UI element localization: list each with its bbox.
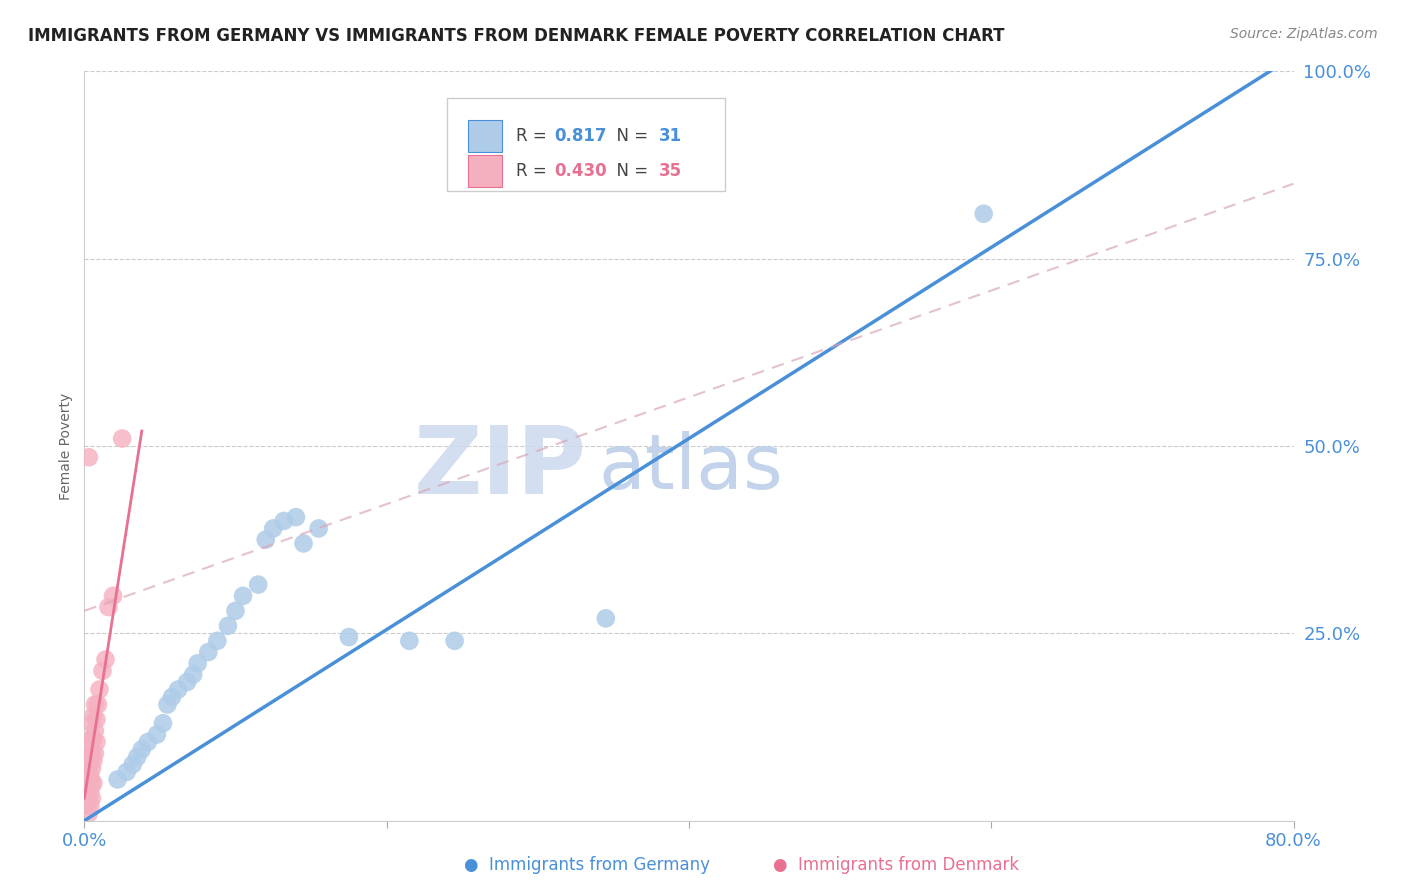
Point xyxy=(167,682,190,697)
Point xyxy=(443,633,465,648)
Bar xyxy=(468,155,502,186)
Point xyxy=(111,432,134,446)
Point xyxy=(292,536,315,550)
Point xyxy=(308,521,330,535)
Point xyxy=(121,757,143,772)
Point xyxy=(76,798,98,813)
Text: 0.430: 0.430 xyxy=(555,162,607,180)
Point xyxy=(97,600,120,615)
Point xyxy=(80,716,103,731)
Point xyxy=(84,698,107,712)
Point xyxy=(89,682,111,697)
Point xyxy=(101,589,124,603)
Point xyxy=(80,731,103,746)
Point xyxy=(80,776,103,790)
Point xyxy=(86,713,108,727)
Point xyxy=(77,757,100,772)
FancyBboxPatch shape xyxy=(447,97,725,191)
Point xyxy=(76,783,98,797)
Point xyxy=(82,731,104,746)
Point xyxy=(973,207,995,221)
Point xyxy=(337,630,360,644)
Point xyxy=(398,633,420,648)
Point xyxy=(80,746,103,760)
Text: atlas: atlas xyxy=(599,432,783,506)
Point xyxy=(187,657,209,671)
Point xyxy=(176,675,198,690)
Point xyxy=(82,754,104,768)
Bar xyxy=(468,120,502,152)
Point xyxy=(82,776,104,790)
Text: IMMIGRANTS FROM GERMANY VS IMMIGRANTS FROM DENMARK FEMALE POVERTY CORRELATION CH: IMMIGRANTS FROM GERMANY VS IMMIGRANTS FR… xyxy=(28,27,1005,45)
Text: 0.817: 0.817 xyxy=(555,127,607,145)
Text: 35: 35 xyxy=(659,162,682,180)
Text: ●  Immigrants from Denmark: ● Immigrants from Denmark xyxy=(773,855,1019,873)
Point xyxy=(77,806,100,821)
Point xyxy=(87,698,110,712)
Point xyxy=(595,611,617,625)
Point xyxy=(207,633,229,648)
Text: 31: 31 xyxy=(659,127,682,145)
Point xyxy=(94,652,117,666)
Point xyxy=(273,514,295,528)
Point xyxy=(254,533,277,547)
Point xyxy=(79,754,101,768)
Point xyxy=(84,723,107,738)
Point xyxy=(82,708,104,723)
Point xyxy=(136,735,159,749)
Point xyxy=(77,750,100,764)
Point xyxy=(84,746,107,760)
Point xyxy=(247,577,270,591)
Text: R =: R = xyxy=(516,127,553,145)
Point xyxy=(79,783,101,797)
Point xyxy=(156,698,179,712)
Point xyxy=(91,664,114,678)
Point xyxy=(225,604,247,618)
Point xyxy=(80,761,103,775)
Point xyxy=(79,769,101,783)
Point xyxy=(79,798,101,813)
Point xyxy=(262,521,284,535)
Point xyxy=(160,690,183,704)
Text: R =: R = xyxy=(516,162,553,180)
Point xyxy=(217,619,239,633)
Point xyxy=(232,589,254,603)
Text: N =: N = xyxy=(606,127,652,145)
Point xyxy=(152,716,174,731)
Point xyxy=(77,772,100,787)
Point xyxy=(115,764,138,779)
Text: Source: ZipAtlas.com: Source: ZipAtlas.com xyxy=(1230,27,1378,41)
Point xyxy=(80,791,103,805)
Point xyxy=(181,667,204,681)
Text: N =: N = xyxy=(606,162,652,180)
Point xyxy=(77,791,100,805)
Point xyxy=(146,727,169,741)
Point xyxy=(127,750,149,764)
Point xyxy=(86,735,108,749)
Text: ZIP: ZIP xyxy=(413,423,586,515)
Text: ●  Immigrants from Germany: ● Immigrants from Germany xyxy=(464,855,710,873)
Point xyxy=(107,772,129,787)
Y-axis label: Female Poverty: Female Poverty xyxy=(59,392,73,500)
Point xyxy=(197,645,219,659)
Point xyxy=(131,742,153,756)
Point xyxy=(77,450,100,465)
Point xyxy=(79,739,101,753)
Point xyxy=(285,510,308,524)
